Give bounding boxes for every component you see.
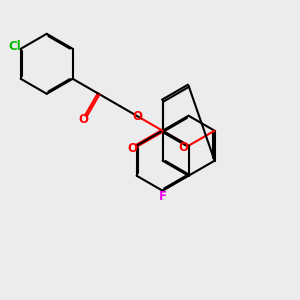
Text: O: O xyxy=(128,142,137,154)
Text: F: F xyxy=(159,190,167,203)
Text: O: O xyxy=(79,113,88,127)
Text: O: O xyxy=(179,141,189,154)
Text: O: O xyxy=(132,110,142,123)
Text: Cl: Cl xyxy=(8,40,21,53)
